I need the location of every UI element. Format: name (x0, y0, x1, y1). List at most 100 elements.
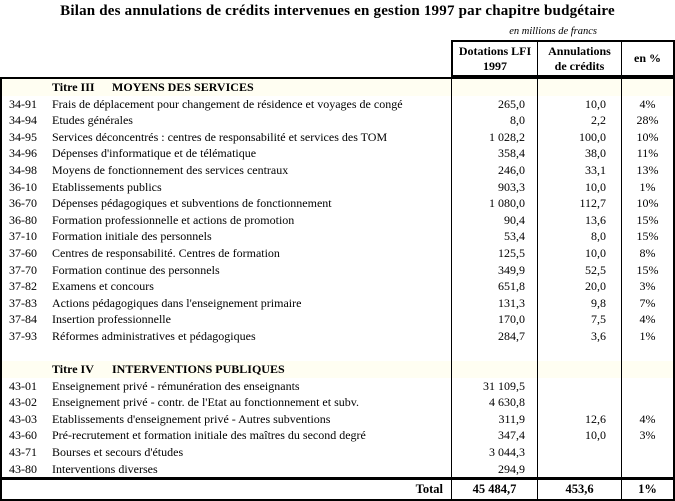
column-header-dotations-line2: 1997 (483, 58, 507, 73)
section-label: INTERVENTIONS PUBLIQUES (112, 362, 285, 377)
annulation-value: 7,5 (538, 311, 622, 328)
pct-value: 10% (636, 129, 659, 144)
table-row: 37-83 Actions pédagogiques dans l'enseign… (2, 294, 673, 312)
chapter-label: Dépenses pédagogiques et subventions de … (52, 196, 332, 211)
pct-value (622, 378, 673, 395)
pct-value: 1% (639, 328, 656, 343)
row-label-cell: 43-80 Interventions diverses (2, 460, 452, 478)
table-row: 43-71 Bourses et secours d'études 3 044,3 (2, 444, 673, 461)
chapter-code: 37-93 (9, 328, 37, 343)
dotation-value: 311,9 (452, 410, 538, 428)
column-header-dotations-line1: Dotations LFI (458, 43, 532, 58)
chapter-code: 37-82 (9, 279, 37, 294)
chapter-code: 34-91 (9, 96, 37, 111)
annulation-value: 12,6 (538, 410, 622, 428)
annulation-value (538, 460, 622, 478)
dotation-value: 349,9 (452, 261, 538, 279)
chapter-code: 34-95 (9, 129, 37, 144)
chapter-label: Pré-recrutement et formation initiale de… (52, 428, 366, 443)
column-header-dotations: Dotations LFI 1997 (453, 42, 538, 75)
chapter-code: 34-96 (9, 146, 37, 161)
total-dotation-value: 45 484,7 (452, 480, 538, 499)
table-row: 37-84 Insertion professionnelle 170,0 7,5 4% (2, 311, 673, 328)
chapter-label: Dépenses d'informatique et de télématiqu… (52, 146, 257, 161)
pct-value: 3% (639, 428, 656, 443)
page-title: Bilan des annulations de crédits interve… (60, 3, 615, 19)
chapter-label: Etudes générales (52, 113, 133, 128)
chapter-label: Bourses et secours d'études (52, 445, 184, 460)
chapter-code: 36-70 (9, 196, 37, 211)
row-label-cell: Titre IV INTERVENTIONS PUBLIQUES (2, 361, 452, 378)
row-label-cell: 37-70 Formation continue des personnels (2, 261, 452, 279)
table-row: 43-02 Enseignement privé - contr. de l'Et… (2, 394, 673, 411)
table-row: 43-60 Pré-recrutement et formation initia… (2, 427, 673, 445)
annulation-value (538, 377, 622, 395)
table-row: 37-93 Réformes administratives et pédagog… (2, 327, 673, 345)
pct-value: 11% (636, 146, 659, 161)
row-label-cell: 34-96 Dépenses d'informatique et de télém… (2, 145, 452, 162)
chapter-label: Formation initiale des personnels (52, 229, 212, 244)
table-row: 37-82 Examens et concours 651,8 20,0 3% (2, 278, 673, 295)
chapter-code: 43-03 (9, 411, 37, 426)
blank-row (2, 344, 673, 362)
annulation-value: 2,2 (538, 112, 622, 129)
annulation-value: 10,0 (538, 427, 622, 445)
pct-value: 15% (636, 262, 659, 277)
chapter-code: 37-10 (9, 229, 37, 244)
table-row: 34-96 Dépenses d'informatique et de télém… (2, 145, 673, 162)
annulation-value: 10,0 (538, 95, 622, 113)
dotation-value: 903,3 (452, 178, 538, 196)
pct-value (622, 79, 673, 96)
annulation-value: 100,0 (538, 128, 622, 146)
annulation-value: 38,0 (538, 145, 622, 162)
chapter-code: 34-94 (9, 113, 37, 128)
annulation-value: 13,6 (538, 211, 622, 229)
dotation-value: 347,4 (452, 427, 538, 445)
section-label: MOYENS DES SERVICES (112, 80, 254, 94)
annulation-value: 3,6 (538, 327, 622, 345)
annulation-value: 8,0 (538, 228, 622, 245)
table-row: 36-10 Etablissements publics 903,3 10,0 1% (2, 178, 673, 196)
column-header-annulations-line2: de crédits (554, 58, 605, 73)
pct-value: 4% (639, 96, 656, 111)
table-row: 34-98 Moyens de fonctionnement des servic… (2, 161, 673, 179)
chapter-label: Etablissements publics (52, 179, 162, 194)
unit-note: en millions de francs (509, 26, 597, 37)
pct-value: 7% (639, 295, 656, 310)
dotation-value: 294,9 (452, 460, 538, 478)
chapter-code: 43-71 (9, 445, 37, 460)
pct-value: 15% (636, 229, 659, 244)
annulation-value: 10,0 (538, 244, 622, 262)
dotation-value: 246,0 (452, 161, 538, 179)
chapter-label: Centres de responsabilité. Centres de fo… (52, 245, 280, 260)
table-row: 43-01 Enseignement privé - rémunération d… (2, 377, 673, 395)
row-label-cell: 37-93 Réformes administratives et pédagog… (2, 327, 452, 345)
chapter-code: 37-70 (9, 262, 37, 277)
table-row: 37-60 Centres de responsabilité. Centres … (2, 244, 673, 262)
dotation-value: 3 044,3 (452, 444, 538, 461)
dotation-value: 53,4 (452, 228, 538, 245)
pct-value: 8% (639, 245, 656, 260)
total-pct-value: 1% (638, 482, 657, 497)
row-label-cell: 37-83 Actions pédagogiques dans l'enseign… (2, 294, 452, 312)
row-label-cell (2, 344, 452, 362)
chapter-label: Interventions diverses (52, 461, 158, 476)
row-label-cell: 37-10 Formation initiale des personnels (2, 228, 452, 245)
annulation-value (538, 444, 622, 461)
chapter-label: Formation professionnelle et actions de … (52, 212, 295, 227)
row-label-cell: 36-80 Formation professionnelle et action… (2, 211, 452, 229)
table-header: Dotations LFI 1997 Annulations de crédit… (451, 40, 675, 77)
chapter-code: 43-60 (9, 428, 37, 443)
annulation-value: 52,5 (538, 261, 622, 279)
table-row: 43-03 Etablissements d'enseignement privé… (2, 410, 673, 428)
section-prefix: Titre III (52, 80, 95, 94)
chapter-code: 43-02 (9, 395, 37, 410)
annulation-value: 33,1 (538, 161, 622, 179)
dotation-value: 131,3 (452, 294, 538, 312)
column-header-annulations: Annulations de crédits (538, 42, 622, 75)
chapter-label: Enseignement privé - rémunération des en… (52, 378, 300, 393)
row-label-cell: 43-03 Etablissements d'enseignement privé… (2, 410, 452, 428)
section-row: Titre IV INTERVENTIONS PUBLIQUES (2, 361, 673, 378)
pct-value: 3% (639, 279, 656, 294)
dotation-value: 125,5 (452, 244, 538, 262)
